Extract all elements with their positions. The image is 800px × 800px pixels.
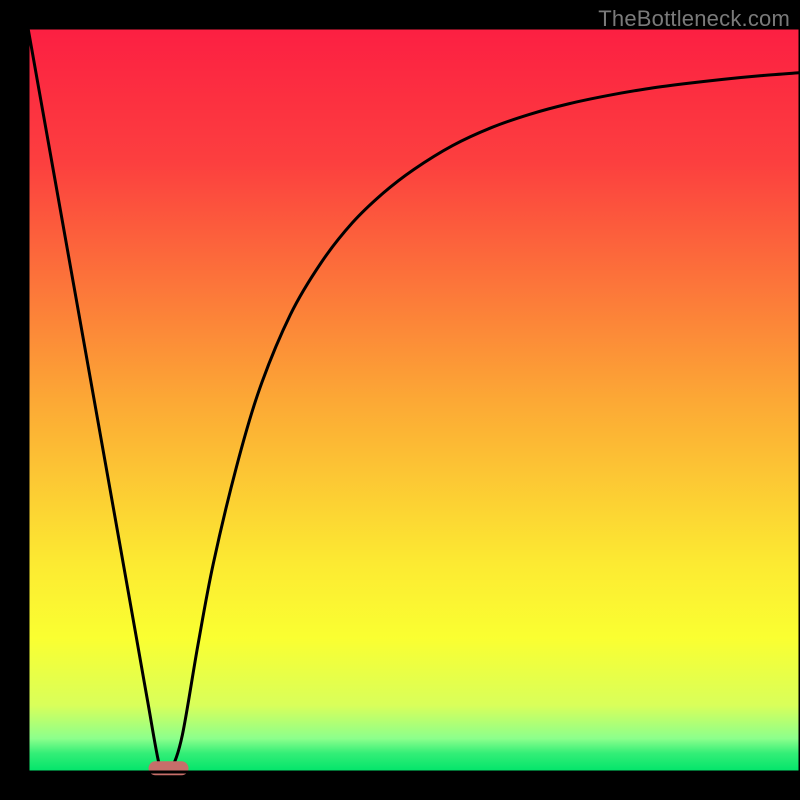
- watermark-text: TheBottleneck.com: [598, 6, 790, 32]
- bottleneck-chart: [0, 0, 800, 800]
- plot-background: [28, 28, 800, 772]
